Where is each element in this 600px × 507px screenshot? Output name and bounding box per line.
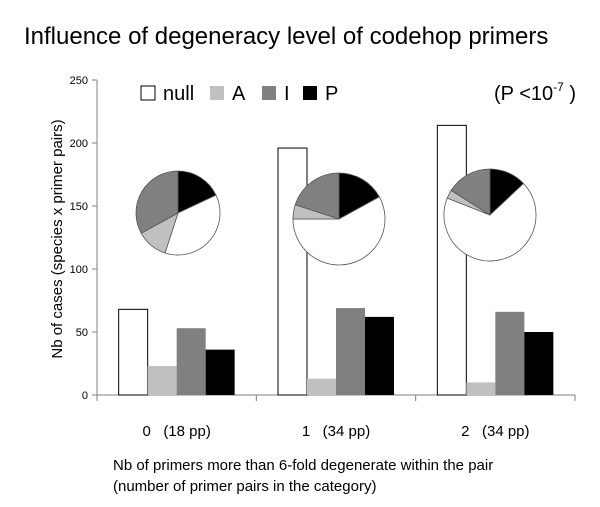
p-value-annotation: (P <10-7 ): [494, 80, 576, 105]
x-axis-label-line-2: (number of primer pairs in the category): [113, 478, 376, 495]
bar-p-0: [205, 349, 235, 395]
y-tick-label: 150: [70, 201, 88, 213]
bar-null-0: [118, 308, 149, 396]
legend-label-null: null: [163, 83, 194, 105]
x-axis-label-line-1: Nb of primers more than 6-fold degenerat…: [113, 457, 493, 474]
y-axis-label: Nb of cases (species x primer pairs): [49, 119, 66, 358]
pie-slice-p: [177, 170, 217, 214]
bar-p-1: [365, 316, 394, 395]
y-tick-label: 200: [70, 138, 88, 150]
bar-null-2: [436, 124, 467, 396]
pie-slice-i: [135, 170, 179, 234]
bars: [118, 124, 554, 396]
bar-a-2: [466, 382, 496, 395]
legend-swatch-null: [140, 85, 156, 101]
bar-a-1: [307, 378, 336, 395]
pie-slice-null: [164, 194, 221, 256]
pie-slice-i: [450, 168, 491, 216]
legend-label-p: P: [325, 83, 338, 105]
pie-chart-0: [135, 170, 221, 256]
legend-label-a: A: [232, 83, 246, 105]
bar-a-0: [147, 366, 177, 395]
pie-chart-1: [292, 172, 386, 266]
pie-chart-2: [443, 168, 537, 262]
legend-swatch-i: [262, 86, 276, 100]
bar-i-2: [495, 311, 525, 395]
legend: null A I P: [140, 83, 338, 105]
y-tick-label: 50: [76, 327, 88, 339]
pie-slice-i: [294, 172, 340, 220]
pies: [135, 168, 537, 266]
legend-swatch-p: [303, 86, 317, 100]
axes: 0 50 100 150 200 250 0 (18 pp) 1 (34 pp) 2 (34 p…: [70, 75, 576, 440]
legend-label-i: I: [284, 83, 290, 105]
pie-slice-null: [443, 182, 537, 262]
x-category-label: 0 (18 pp): [142, 423, 210, 440]
x-category-label: 1 (34 pp): [302, 423, 370, 440]
bar-i-1: [336, 308, 365, 395]
x-category-label: 2 (34 pp): [461, 423, 529, 440]
bar-null-1: [277, 147, 308, 396]
chart-title: Influence of degeneracy level of codehop…: [24, 23, 548, 50]
pie-slice-null: [292, 196, 386, 266]
legend-swatch-a: [210, 86, 224, 100]
bar-i-0: [176, 328, 206, 395]
y-tick-label: 250: [70, 75, 88, 87]
y-tick-label: 100: [70, 264, 88, 276]
y-tick-label: 0: [82, 390, 88, 402]
pie-slice-p: [338, 172, 380, 220]
bar-p-2: [524, 332, 554, 395]
